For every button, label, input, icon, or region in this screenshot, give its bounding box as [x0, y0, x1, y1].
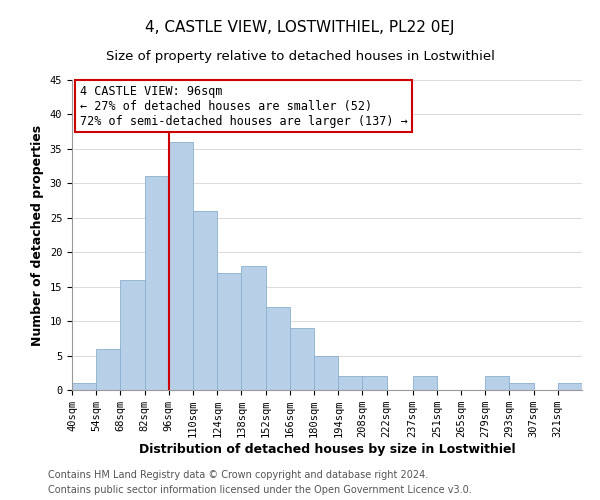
Y-axis label: Number of detached properties: Number of detached properties	[31, 124, 44, 346]
Text: 4 CASTLE VIEW: 96sqm
← 27% of detached houses are smaller (52)
72% of semi-detac: 4 CASTLE VIEW: 96sqm ← 27% of detached h…	[80, 84, 407, 128]
Bar	[509, 383, 533, 390]
Bar	[362, 376, 386, 390]
Bar	[169, 142, 193, 390]
X-axis label: Distribution of detached houses by size in Lostwithiel: Distribution of detached houses by size …	[139, 443, 515, 456]
Bar	[290, 328, 314, 390]
Bar	[121, 280, 145, 390]
Bar	[145, 176, 169, 390]
Bar	[96, 348, 121, 390]
Bar	[338, 376, 362, 390]
Bar	[266, 308, 290, 390]
Text: Contains HM Land Registry data © Crown copyright and database right 2024.: Contains HM Land Registry data © Crown c…	[48, 470, 428, 480]
Bar	[413, 376, 437, 390]
Bar	[193, 211, 217, 390]
Bar	[241, 266, 266, 390]
Bar	[217, 273, 241, 390]
Text: Size of property relative to detached houses in Lostwithiel: Size of property relative to detached ho…	[106, 50, 494, 63]
Text: Contains public sector information licensed under the Open Government Licence v3: Contains public sector information licen…	[48, 485, 472, 495]
Bar	[485, 376, 509, 390]
Bar	[558, 383, 582, 390]
Bar	[72, 383, 96, 390]
Text: 4, CASTLE VIEW, LOSTWITHIEL, PL22 0EJ: 4, CASTLE VIEW, LOSTWITHIEL, PL22 0EJ	[145, 20, 455, 35]
Bar	[314, 356, 338, 390]
